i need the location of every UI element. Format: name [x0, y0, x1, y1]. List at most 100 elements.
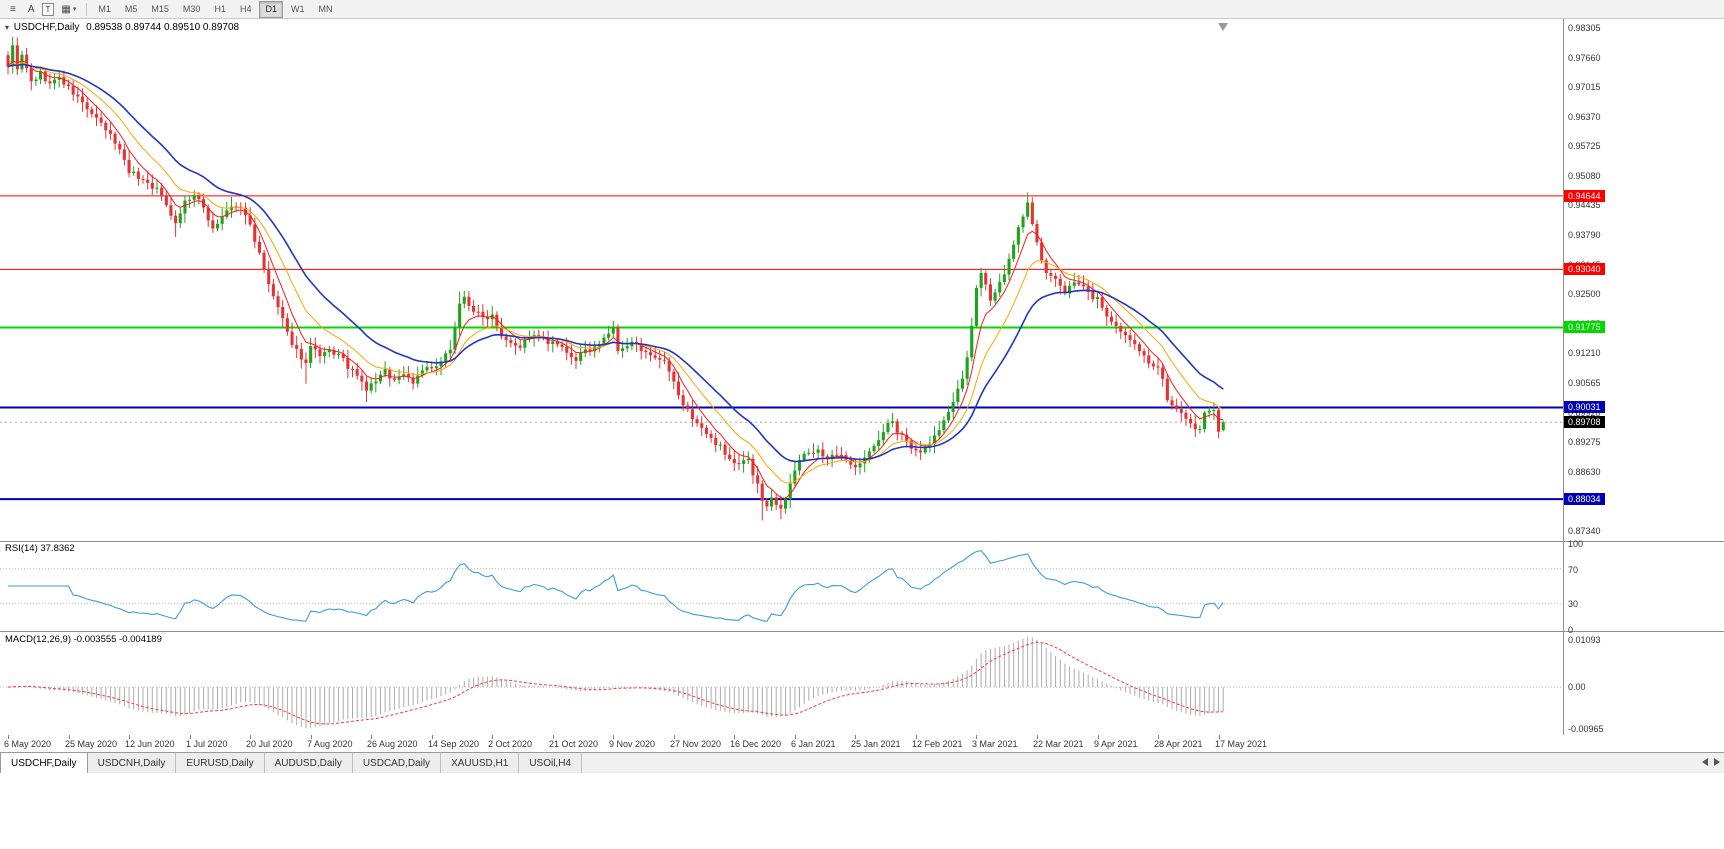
- time-axis-label: 9 Nov 2020: [609, 739, 656, 749]
- chart-tab-usdcad[interactable]: USDCAD,Daily: [352, 753, 442, 773]
- timeframe-button-m1[interactable]: M1: [98, 4, 111, 14]
- timeframe-button-d1[interactable]: D1: [259, 0, 283, 18]
- timeframe-button-h1[interactable]: H1: [214, 4, 226, 14]
- timeframe-button-w1[interactable]: W1: [290, 4, 305, 14]
- chart-tab-usdchf[interactable]: USDCHF,Daily: [0, 753, 88, 773]
- price-scale-label: 0.89275: [1568, 437, 1601, 448]
- time-axis-tick: [311, 735, 312, 739]
- price-scale-label: 0.94435: [1568, 200, 1601, 211]
- price-scale-label: 0.95725: [1568, 141, 1601, 152]
- time-axis-tick: [795, 735, 796, 739]
- toolbar-separator: [86, 2, 88, 16]
- current-price-badge: 0.89708: [1564, 416, 1605, 429]
- time-axis-tick: [734, 735, 735, 739]
- price-scale-label: 0.92500: [1568, 289, 1601, 300]
- time-axis-label: 27 Nov 2020: [670, 739, 722, 749]
- text-tool-button[interactable]: T: [41, 2, 55, 16]
- time-axis-tick: [250, 735, 251, 739]
- panel-separator-macd[interactable]: [0, 631, 1724, 632]
- time-axis-tick: [916, 735, 917, 739]
- rsi-scale-label: 0: [1568, 625, 1574, 635]
- panel-separator-rsi[interactable]: [0, 541, 1724, 542]
- time-axis-tick: [69, 735, 70, 739]
- time-axis-tick: [129, 735, 130, 739]
- chart-toolbar: ≡ A T ▦ ▾ M1 M5 M15 M30 H1 H4 D1 W1 MN: [0, 0, 1724, 19]
- time-axis-label: 21 Oct 2020: [549, 739, 599, 749]
- tabs-scroll-left-icon[interactable]: [1702, 758, 1708, 766]
- chart-tab-eurusd[interactable]: EURUSD,Daily: [176, 753, 265, 773]
- price-scale-label: 0.97660: [1568, 52, 1601, 63]
- price-scale-label: 0.88630: [1568, 466, 1601, 477]
- timeframe-button-m5[interactable]: M5: [124, 4, 138, 14]
- price-scale-label: 0.95080: [1568, 170, 1601, 181]
- rsi-scale-label: 100: [1568, 539, 1584, 549]
- hline-price-badge: 0.91775: [1564, 321, 1605, 334]
- time-axis-tick: [1098, 735, 1099, 739]
- price-scale-label: 0.97015: [1568, 82, 1601, 93]
- time-axis-tick: [432, 735, 433, 739]
- time-axis-tick: [492, 735, 493, 739]
- time-axis-tick: [976, 735, 977, 739]
- time-axis-tick: [613, 735, 614, 739]
- symbols-list-icon-glyph: ≡: [10, 3, 16, 15]
- price-scale-label: 0.87340: [1568, 525, 1601, 536]
- timeframe-button-h4[interactable]: H4: [239, 4, 252, 14]
- time-axis-label: 6 May 2020: [4, 739, 52, 749]
- price-scale-label: 0.90565: [1568, 377, 1601, 388]
- time-axis-label: 9 Apr 2021: [1094, 739, 1138, 749]
- time-axis-tick: [1219, 735, 1220, 739]
- time-axis-label: 3 Mar 2021: [972, 739, 1018, 749]
- chart-symbol-period: USDCHF,Daily: [13, 22, 80, 33]
- chart-tab-bar: USDCHF,Daily USDCNH,Daily EURUSD,Daily AUDU…: [0, 752, 1724, 773]
- time-axis-tick: [674, 735, 675, 739]
- price-chart[interactable]: [0, 19, 1563, 735]
- hline-price-badge: 0.93040: [1564, 263, 1605, 276]
- cursor-tool-glyph: A: [27, 3, 35, 15]
- chart-tab-usoil[interactable]: USOil,H4: [519, 753, 582, 773]
- time-axis-label: 25 Jan 2021: [851, 739, 901, 749]
- time-axis-label: 20 Jul 2020: [246, 739, 293, 749]
- timeframe-button-m30[interactable]: M30: [182, 4, 201, 14]
- timeframe-button-m15[interactable]: M15: [151, 4, 169, 14]
- chart-ohlc-values: 0.89538 0.89744 0.89510 0.89708: [86, 22, 240, 33]
- time-axis-label: 6 Jan 2021: [791, 739, 836, 749]
- time-axis-label: 25 May 2020: [65, 739, 118, 749]
- symbols-list-icon[interactable]: ≡: [5, 1, 21, 18]
- objects-dropdown[interactable]: ▦ ▾: [56, 1, 81, 18]
- tab-scroll-buttons: [1702, 758, 1720, 766]
- cursor-tool-button[interactable]: A: [23, 1, 40, 18]
- chart-tab-xauusd[interactable]: XAUUSD,H1: [441, 753, 520, 773]
- price-scale-label: 0.96370: [1568, 111, 1601, 122]
- time-axis-label: 16 Dec 2020: [730, 739, 782, 749]
- objects-glyph: ▦: [61, 3, 71, 15]
- chart-title: ▾ USDCHF,Daily 0.89538 0.89744 0.89510 0…: [5, 22, 239, 33]
- time-axis-label: 1 Jul 2020: [186, 739, 228, 749]
- macd-scale-label: 0.01093: [1568, 634, 1601, 645]
- tabs-scroll-right-icon[interactable]: [1714, 758, 1720, 766]
- chart-tab-audusd[interactable]: AUDUSD,Daily: [264, 753, 353, 773]
- time-axis-label: 12 Feb 2021: [912, 739, 963, 749]
- chart-tab-usdcnh[interactable]: USDCNH,Daily: [87, 753, 177, 773]
- price-scale-label: 0.91210: [1568, 348, 1601, 359]
- time-axis-tick: [855, 735, 856, 739]
- time-axis-label: 14 Sep 2020: [428, 739, 480, 749]
- time-axis-label: 7 Aug 2020: [307, 739, 353, 749]
- time-axis[interactable]: 6 May 2020 25 May 2020 12 Jun 2020 1 Jul 20…: [0, 735, 1724, 752]
- rsi-scale-label: 30: [1568, 599, 1579, 610]
- time-axis-label: 12 Jun 2020: [125, 739, 175, 749]
- time-axis-label: 2 Oct 2020: [488, 739, 533, 749]
- timeframe-button-mn[interactable]: MN: [318, 4, 333, 14]
- chevron-down-icon: ▾: [72, 6, 77, 13]
- time-axis-tick: [190, 735, 191, 739]
- macd-scale-label: 0.00: [1568, 682, 1586, 693]
- hline-price-badge: 0.88034: [1564, 493, 1605, 506]
- one-click-trading-arrow[interactable]: ▾: [5, 23, 10, 32]
- price-scale-label: 0.98305: [1568, 22, 1601, 33]
- chart-region[interactable]: ▾ USDCHF,Daily 0.89538 0.89744 0.89510 0…: [0, 19, 1724, 849]
- time-axis-label: 26 Aug 2020: [367, 739, 418, 749]
- time-axis-label: 22 Mar 2021: [1033, 739, 1084, 749]
- text-tool-glyph: T: [45, 4, 51, 14]
- macd-indicator-label: MACD(12,26,9) -0.003555 -0.004189: [5, 634, 162, 645]
- rsi-indicator-label: RSI(14) 37.8362: [5, 543, 75, 554]
